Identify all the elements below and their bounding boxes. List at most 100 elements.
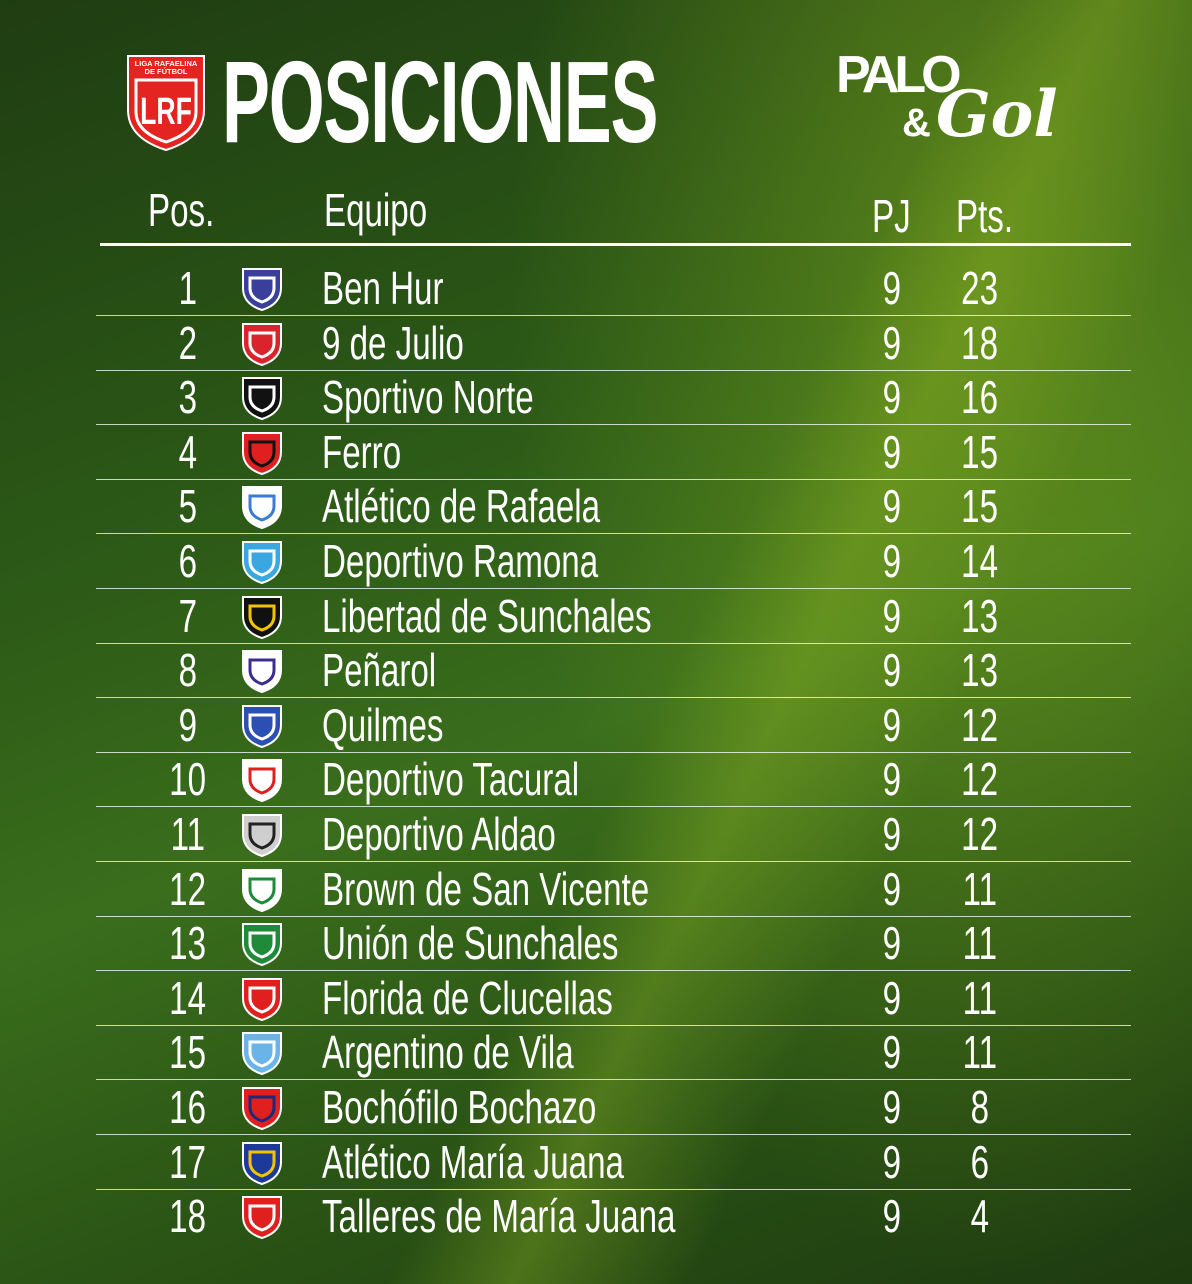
team-crest-icon <box>242 1032 282 1076</box>
column-header-pts: Pts. <box>956 190 1014 242</box>
position: 10 <box>169 753 207 806</box>
table-row: 12 Brown de San Vicente 9 11 <box>0 862 1192 917</box>
table-row: 13 Unión de Sunchales 9 11 <box>0 916 1192 972</box>
row-divider <box>96 970 1131 972</box>
row-divider <box>96 533 1131 535</box>
page-title: POSICIONES <box>222 37 658 167</box>
games-played: 9 <box>882 1190 902 1243</box>
team-name: Unión de Sunchales <box>322 917 619 970</box>
table-row: 5 Atlético de Rafaela 9 15 <box>0 479 1192 535</box>
table-row: 8 Peñarol 9 13 <box>0 643 1192 699</box>
table-row: 7 Libertad de Sunchales 9 13 <box>0 589 1192 644</box>
team-name: 9 de Julio <box>322 316 464 369</box>
column-header-pj: PJ <box>872 190 911 242</box>
team-name: Libertad de Sunchales <box>322 589 652 642</box>
points: 12 <box>961 698 999 751</box>
row-divider <box>96 478 1131 480</box>
position: 12 <box>169 862 207 915</box>
team-crest-icon <box>242 1087 282 1131</box>
team-crest-icon <box>242 814 282 858</box>
row-divider <box>96 588 1131 589</box>
points: 8 <box>970 1081 990 1133</box>
team-name: Brown de San Vicente <box>322 862 650 915</box>
points: 11 <box>962 862 998 915</box>
table-row: 1 Ben Hur 9 23 <box>0 261 1192 316</box>
table-row: 3 Sportivo Norte 9 16 <box>0 370 1192 426</box>
team-crest-icon <box>242 868 282 912</box>
team-name: Sportivo Norte <box>322 371 534 424</box>
team-crest-icon <box>242 268 282 312</box>
row-divider <box>96 697 1131 699</box>
games-played: 9 <box>882 371 902 424</box>
table-row: 18 Talleres de María Juana 9 4 <box>0 1189 1192 1244</box>
team-crest-icon <box>242 977 282 1021</box>
row-divider <box>96 806 1131 808</box>
team-name: Bochófilo Bochazo <box>322 1081 597 1133</box>
games-played: 9 <box>882 808 902 860</box>
position: 14 <box>169 971 207 1024</box>
svg-text:Gol: Gol <box>936 77 1058 144</box>
points: 15 <box>961 480 999 533</box>
points: 14 <box>961 535 999 587</box>
team-name: Deportivo Aldao <box>322 808 556 860</box>
games-played: 9 <box>882 316 902 369</box>
team-crest-icon <box>242 704 282 748</box>
position: 2 <box>178 316 198 369</box>
svg-text:&: & <box>902 101 931 144</box>
table-row: 11 Deportivo Aldao 9 12 <box>0 807 1192 862</box>
team-crest-icon <box>242 322 282 366</box>
table-row: 15 Argentino de Vila 9 11 <box>0 1025 1192 1081</box>
games-played: 9 <box>882 862 902 915</box>
row-divider <box>96 315 1131 316</box>
team-name: Atlético de Rafaela <box>322 480 601 533</box>
svg-text:LIGA RAFAELINA: LIGA RAFAELINA <box>135 59 198 68</box>
liga-rafaelina-logo: LIGA RAFAELINA DE FÚTBOL LRF <box>127 55 205 152</box>
points: 16 <box>961 371 999 424</box>
row-divider <box>96 915 1131 917</box>
points: 15 <box>961 425 999 478</box>
team-name: Talleres de María Juana <box>322 1190 676 1243</box>
games-played: 9 <box>882 535 902 587</box>
position: 6 <box>178 535 198 587</box>
team-crest-icon <box>242 541 282 585</box>
table-row: 4 Ferro 9 15 <box>0 425 1192 480</box>
position: 9 <box>178 698 198 751</box>
team-crest-icon <box>242 431 282 475</box>
svg-text:DE FÚTBOL: DE FÚTBOL <box>145 67 188 76</box>
games-played: 9 <box>882 917 902 970</box>
position: 15 <box>169 1026 207 1079</box>
column-header-team: Equipo <box>324 184 428 236</box>
position: 18 <box>169 1190 207 1243</box>
position: 3 <box>178 371 198 424</box>
header-divider <box>100 243 1131 246</box>
position: 11 <box>170 808 206 860</box>
row-divider <box>96 1134 1131 1135</box>
team-name: Ben Hur <box>322 262 444 314</box>
row-divider <box>96 369 1131 371</box>
games-played: 9 <box>882 1081 902 1133</box>
position: 17 <box>169 1135 207 1188</box>
svg-text:PALO: PALO <box>836 46 960 104</box>
svg-text:LRF: LRF <box>140 89 192 132</box>
row-divider <box>96 1024 1131 1026</box>
position: 8 <box>178 644 198 697</box>
games-played: 9 <box>882 480 902 533</box>
points: 12 <box>961 753 999 806</box>
row-divider <box>96 424 1131 426</box>
position: 4 <box>178 425 198 478</box>
games-played: 9 <box>882 971 902 1024</box>
team-crest-icon <box>242 650 282 694</box>
column-header-pos: Pos. <box>148 184 215 236</box>
position: 7 <box>178 589 198 642</box>
row-divider <box>96 861 1131 862</box>
table-row: 16 Bochófilo Bochazo 9 8 <box>0 1080 1192 1135</box>
table-row: 17 Atlético María Juana 9 6 <box>0 1135 1192 1190</box>
games-played: 9 <box>882 589 902 642</box>
team-crest-icon <box>242 1196 282 1240</box>
team-name: Florida de Clucellas <box>322 971 613 1024</box>
team-name: Deportivo Ramona <box>322 535 599 587</box>
row-divider <box>96 1079 1131 1081</box>
position: 16 <box>169 1081 207 1133</box>
team-crest-icon <box>242 486 282 530</box>
palo-y-gol-logo: PALO & Gol <box>836 46 1058 144</box>
